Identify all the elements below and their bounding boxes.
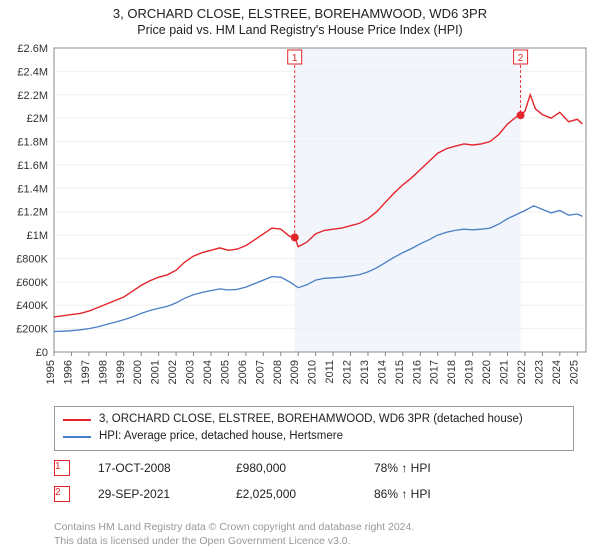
license-text: Contains HM Land Registry data © Crown c… [54,520,574,548]
svg-text:2006: 2006 [237,360,249,384]
svg-text:£0: £0 [36,347,48,359]
svg-text:£2.4M: £2.4M [17,66,48,78]
svg-text:2001: 2001 [150,360,162,384]
svg-text:2007: 2007 [254,360,266,384]
svg-text:£1M: £1M [27,230,48,242]
svg-text:2008: 2008 [272,360,284,384]
transaction-price: £980,000 [236,461,346,475]
svg-text:£2.6M: £2.6M [17,43,48,55]
svg-text:2025: 2025 [568,360,580,384]
legend-item-price-paid: 3, ORCHARD CLOSE, ELSTREE, BOREHAMWOOD, … [63,411,565,428]
svg-text:2005: 2005 [219,360,231,384]
svg-text:£600K: £600K [16,277,48,289]
svg-text:£1.4M: £1.4M [17,183,48,195]
svg-text:2000: 2000 [132,360,144,384]
chart-title-subtitle: Price paid vs. HM Land Registry's House … [0,23,600,37]
svg-text:2012: 2012 [342,360,354,384]
svg-text:2014: 2014 [376,360,388,384]
svg-text:2004: 2004 [202,360,214,384]
svg-text:2002: 2002 [167,360,179,384]
svg-text:2021: 2021 [499,360,511,384]
svg-text:1998: 1998 [97,360,109,384]
transaction-marker-icon: 1 [54,460,70,476]
svg-text:1996: 1996 [62,360,74,384]
svg-text:2013: 2013 [359,360,371,384]
svg-text:£400K: £400K [16,300,48,312]
transaction-marker-number: 2 [55,487,61,498]
svg-text:2020: 2020 [481,360,493,384]
transaction-marker-icon: 2 [54,486,70,502]
legend-item-hpi: HPI: Average price, detached house, Hert… [63,428,565,445]
svg-text:2022: 2022 [516,360,528,384]
legend-swatch-hpi [63,436,91,438]
transaction-date: 17-OCT-2008 [98,461,208,475]
chart-legend: 3, ORCHARD CLOSE, ELSTREE, BOREHAMWOOD, … [54,406,574,451]
svg-text:2018: 2018 [446,360,458,384]
license-line: Contains HM Land Registry data © Crown c… [54,520,574,534]
svg-text:£1.6M: £1.6M [17,160,48,172]
svg-text:1995: 1995 [45,360,57,384]
legend-label: 3, ORCHARD CLOSE, ELSTREE, BOREHAMWOOD, … [99,411,523,428]
svg-text:2017: 2017 [429,360,441,384]
legend-label: HPI: Average price, detached house, Hert… [99,428,343,445]
svg-text:1997: 1997 [80,360,92,384]
svg-text:2019: 2019 [464,360,476,384]
svg-text:2024: 2024 [551,360,563,384]
transaction-row: 2 29-SEP-2021 £2,025,000 86% ↑ HPI [54,486,574,502]
chart-title-address: 3, ORCHARD CLOSE, ELSTREE, BOREHAMWOOD, … [0,6,600,21]
svg-text:2011: 2011 [324,360,336,384]
svg-text:2003: 2003 [185,360,197,384]
transactions-table: 1 17-OCT-2008 £980,000 78% ↑ HPI 2 29-SE… [54,450,574,502]
license-line: This data is licensed under the Open Gov… [54,534,574,548]
svg-text:2: 2 [518,53,524,64]
chart-svg: £0 £200K £400K £600K £800K £1M £1.2M £1.4M £1.6M… [0,42,600,398]
transaction-pct-vs-hpi: 86% ↑ HPI [374,487,484,501]
svg-text:£800K: £800K [16,253,48,265]
transaction-marker-number: 1 [55,461,61,472]
price-vs-hpi-chart: £0 £200K £400K £600K £800K £1M £1.2M £1.4M £1.6M… [0,42,600,398]
svg-text:1999: 1999 [115,360,127,384]
legend-swatch-price-paid [63,419,91,421]
svg-text:£1.2M: £1.2M [17,207,48,219]
svg-text:£1.8M: £1.8M [17,137,48,149]
svg-text:2009: 2009 [289,360,301,384]
svg-text:2010: 2010 [307,360,319,384]
svg-text:2016: 2016 [411,360,423,384]
transaction-price: £2,025,000 [236,487,346,501]
transaction-date: 29-SEP-2021 [98,487,208,501]
svg-text:£2M: £2M [27,113,48,125]
transaction-pct-vs-hpi: 78% ↑ HPI [374,461,484,475]
transaction-row: 1 17-OCT-2008 £980,000 78% ↑ HPI [54,460,574,476]
svg-text:2015: 2015 [394,360,406,384]
svg-text:2023: 2023 [533,360,545,384]
svg-text:£2.2M: £2.2M [17,90,48,102]
svg-text:1: 1 [292,53,298,64]
svg-text:£200K: £200K [16,324,48,336]
